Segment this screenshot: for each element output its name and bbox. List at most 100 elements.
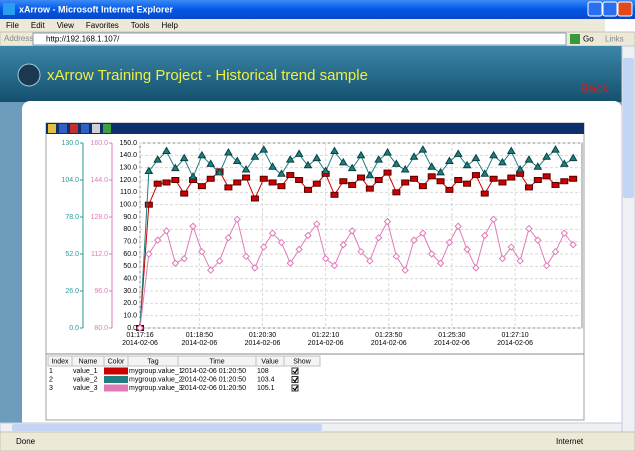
go-button[interactable]: Go	[583, 35, 594, 44]
marker	[224, 234, 233, 242]
column-header[interactable]: Color	[108, 358, 125, 365]
links[interactable]: Links	[605, 35, 624, 44]
marker	[242, 252, 250, 261]
row-color	[104, 367, 128, 375]
marker	[419, 229, 427, 237]
y-tick-label: 150.0	[119, 140, 137, 147]
menu-item[interactable]: File	[6, 21, 19, 30]
marker	[560, 229, 569, 237]
row-tag: mygroup.value_2	[129, 376, 183, 383]
row-show-box[interactable]	[291, 376, 299, 383]
marker	[286, 172, 295, 179]
marker	[171, 259, 180, 267]
minimize-button[interactable]	[587, 1, 603, 17]
marker	[445, 186, 454, 193]
menu-item[interactable]: Tools	[131, 21, 150, 30]
marker	[312, 180, 321, 187]
app-icon	[3, 3, 15, 15]
marker	[569, 175, 578, 182]
marker	[338, 157, 348, 166]
menu-item[interactable]: Help	[161, 21, 178, 30]
row-time: 2014-02-06 01:20:50	[181, 368, 246, 375]
marker	[197, 183, 206, 190]
column-header[interactable]: Tag	[147, 358, 158, 365]
close-button[interactable]	[617, 1, 633, 17]
y3-tick-label: 96.0	[94, 288, 108, 295]
marker	[427, 173, 436, 180]
y-tick-label: 120.0	[119, 177, 137, 184]
x-tick-date: 2014-02-06	[434, 340, 470, 347]
menu-item[interactable]: Edit	[31, 21, 46, 30]
marker	[392, 189, 401, 196]
marker	[436, 178, 445, 185]
row-index: 3	[49, 385, 53, 392]
column-header[interactable]: Value	[261, 358, 278, 365]
marker	[436, 167, 445, 176]
marker	[136, 324, 144, 332]
chart-tool[interactable]	[103, 124, 111, 133]
marker	[427, 162, 437, 170]
marker	[171, 177, 180, 183]
marker	[198, 247, 206, 256]
y-tick-label: 140.0	[119, 152, 137, 159]
y2-tick-label: 104.0	[61, 177, 79, 184]
hscroll-thumb[interactable]	[12, 424, 322, 431]
marker	[242, 174, 251, 181]
row-value: 103.4	[257, 376, 275, 383]
y3-tick-label: 144.0	[90, 177, 108, 184]
go-icon[interactable]	[570, 34, 580, 44]
scroll-thumb[interactable]	[623, 58, 634, 198]
marker	[559, 159, 569, 167]
zoom-tool[interactable]	[92, 124, 100, 133]
column-header[interactable]: Name	[79, 358, 98, 365]
back-link[interactable]: Back	[580, 80, 609, 95]
address-url: http://192.168.1.107/	[46, 35, 120, 44]
marker	[330, 261, 339, 270]
marker	[410, 175, 419, 182]
marker	[162, 146, 171, 155]
marker	[250, 195, 259, 202]
address-field[interactable]	[32, 32, 567, 46]
marker	[286, 259, 294, 267]
marker	[180, 254, 188, 263]
y-tick-label: 10.0	[123, 313, 137, 320]
marker	[401, 179, 410, 186]
row-name: value_2	[73, 376, 98, 383]
column-header[interactable]: Index	[51, 358, 69, 365]
marker	[418, 145, 428, 153]
marker	[551, 145, 560, 153]
marker	[268, 229, 277, 237]
marker	[506, 146, 516, 155]
y-tick-label: 100.0	[119, 202, 137, 209]
marker	[277, 169, 286, 177]
marker	[233, 179, 242, 186]
column-header[interactable]: Show	[293, 358, 311, 365]
marker	[312, 153, 322, 162]
marker	[445, 238, 454, 247]
marker	[428, 250, 436, 258]
back-tool[interactable]	[59, 124, 67, 133]
row-show-box[interactable]	[291, 367, 299, 375]
marker	[188, 172, 198, 180]
y3-tick-label: 160.0	[90, 140, 108, 147]
forward-tool[interactable]	[81, 124, 89, 133]
menu-item[interactable]: View	[57, 21, 74, 30]
y-tick-label: 30.0	[123, 288, 137, 295]
marker	[533, 177, 542, 183]
marker	[374, 177, 383, 183]
menu: File Edit View Favorites Tools Help	[6, 21, 178, 30]
marker	[472, 264, 480, 272]
stop-tool[interactable]	[70, 124, 78, 133]
print-tool[interactable]	[48, 124, 56, 133]
marker	[454, 177, 463, 183]
y-tick-label: 110.0	[120, 189, 137, 196]
row-show-box[interactable]	[291, 384, 299, 392]
marker	[259, 175, 268, 182]
marker	[489, 150, 498, 159]
column-header[interactable]: Time	[209, 358, 224, 365]
status-zone: Internet	[556, 437, 584, 446]
marker	[462, 160, 472, 169]
menu-item[interactable]: Favorites	[86, 21, 119, 30]
marker	[268, 179, 277, 186]
maximize-button[interactable]	[602, 1, 618, 17]
